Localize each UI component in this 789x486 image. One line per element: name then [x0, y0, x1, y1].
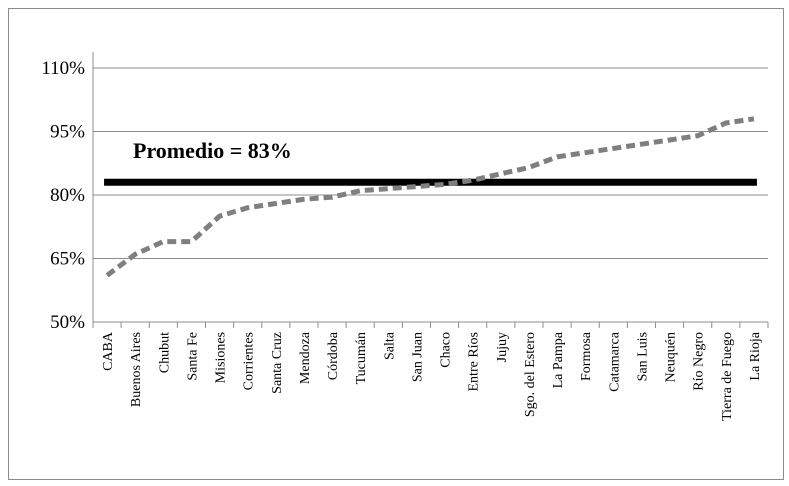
x-category-label: Salta — [382, 331, 397, 360]
x-category-label: Sgo. del Estero — [523, 332, 538, 417]
y-tick-label: 65% — [50, 249, 85, 270]
series-group — [105, 116, 755, 278]
x-category-label: Neuquén — [664, 332, 679, 383]
series-line — [105, 116, 755, 278]
x-category-label: La Rioja — [748, 331, 763, 380]
chart-frame — [8, 8, 784, 480]
x-category-label: Entre Ríos — [467, 332, 482, 392]
x-category-label: San Luis — [635, 332, 650, 381]
x-category-label: Santa Cruz — [270, 332, 285, 394]
y-axis-tick-labels: 50% 65% 80% 95% 110% — [41, 58, 85, 333]
x-category-label: Formosa — [579, 331, 594, 381]
x-category-label: Catamarca — [607, 331, 622, 392]
x-category-label: Santa Fe — [185, 332, 200, 381]
x-category-label: La Pampa — [551, 331, 566, 388]
y-tick-label: 95% — [50, 122, 85, 143]
x-category-label: Corrientes — [242, 332, 257, 390]
y-tick-label: 50% — [50, 312, 85, 333]
x-category-label: Jujuy — [495, 332, 510, 362]
x-category-label: Córdoba — [326, 331, 341, 380]
average-label: Promedio = 83% — [133, 138, 292, 163]
x-category-label: Mendoza — [298, 331, 313, 384]
x-category-label: CABA — [101, 331, 116, 371]
x-category-label: San Juan — [410, 332, 425, 382]
x-axis-category-labels: CABA Buenos Aires Chubut Santa Fe Misiones Co… — [101, 331, 763, 421]
y-tick-label: 80% — [50, 185, 85, 206]
x-category-label: Chaco — [439, 332, 454, 368]
x-category-label: Buenos Aires — [129, 332, 144, 407]
x-category-label: Chubut — [157, 332, 172, 373]
axes — [92, 52, 769, 328]
x-category-label: Tierra de Fuego — [720, 332, 735, 421]
x-category-label: Río Negro — [692, 332, 707, 391]
x-category-label: Misiones — [214, 332, 229, 383]
average-line-group: Promedio = 83% — [104, 138, 757, 186]
x-category-label: Tucumán — [354, 332, 369, 384]
gridlines — [93, 67, 768, 259]
y-tick-label: 110% — [41, 58, 85, 79]
